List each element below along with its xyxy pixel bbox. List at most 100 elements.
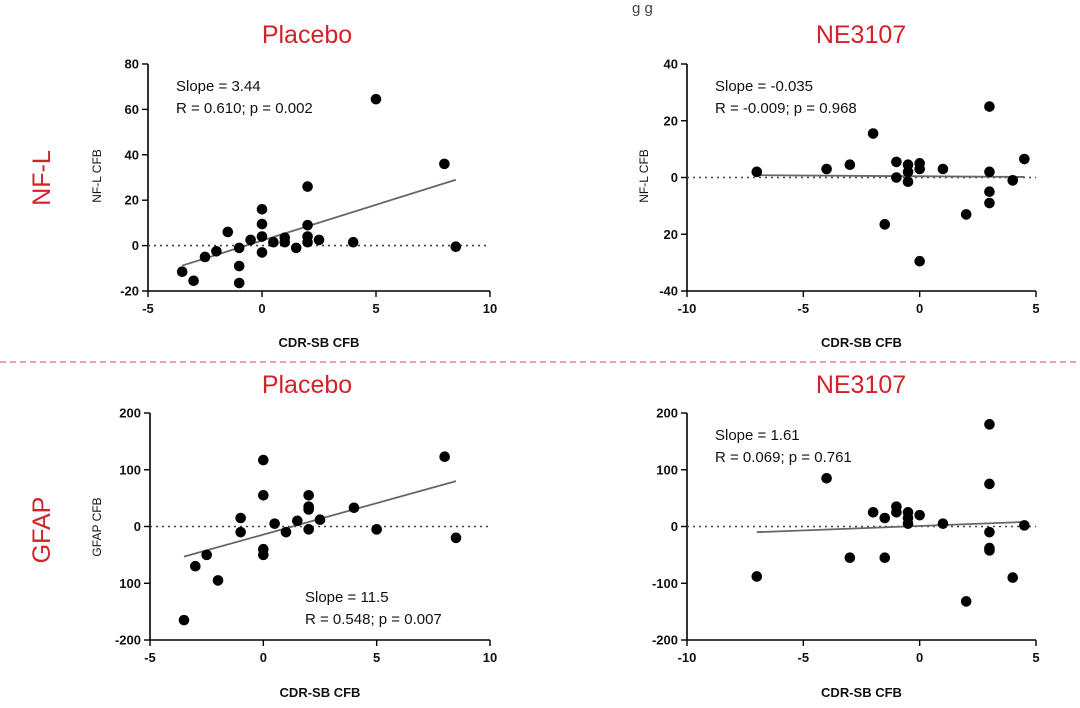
x-tick-label: -10 — [678, 301, 697, 316]
data-point — [450, 532, 462, 544]
y-tick-label: 0 — [671, 519, 678, 534]
x-tick-label: -10 — [678, 650, 697, 665]
data-point — [914, 255, 925, 267]
data-point — [937, 163, 949, 175]
data-point — [256, 218, 268, 230]
data-point — [891, 156, 902, 168]
y-tick-label: 60 — [125, 102, 139, 117]
data-point — [902, 176, 914, 188]
y-tick-label: 200 — [656, 406, 678, 421]
y-tick-label: 40 — [125, 147, 139, 162]
data-point — [879, 512, 891, 524]
x-axis-label: CDR-SB CFB — [280, 685, 361, 700]
y-tick-label: -200 — [115, 633, 141, 648]
data-point — [302, 236, 313, 248]
data-point — [280, 526, 292, 538]
x-tick-label: 0 — [916, 301, 923, 316]
data-point — [371, 524, 382, 535]
data-point — [902, 518, 914, 529]
y-tick-label: 100 — [119, 576, 141, 591]
chart-panel-ne3107-nfl: NE3107 -40 20 0 20 40 -10 -5 0 5 CDR-SB CFB NF-L CF… — [637, 21, 1040, 350]
data-point — [303, 504, 314, 515]
stats-line: R = -0.009; p = 0.968 — [715, 100, 857, 117]
y-tick-label: 20 — [664, 113, 678, 128]
chart-title: Placebo — [262, 371, 352, 399]
x-tick-label: 5 — [1032, 301, 1039, 316]
data-point — [313, 234, 325, 246]
y-tick-label: 20 — [125, 193, 139, 208]
data-point — [233, 242, 245, 254]
y-axis-label: GFAP CFB — [90, 497, 104, 556]
data-point — [821, 472, 832, 484]
data-point — [233, 260, 245, 272]
x-tick-label: -5 — [798, 301, 810, 316]
x-tick-label: 0 — [916, 650, 923, 665]
y-axis-label: NF-L CFB — [90, 149, 104, 203]
data-point — [439, 158, 450, 170]
data-point — [1019, 520, 1030, 531]
data-point — [439, 451, 450, 462]
data-point — [751, 571, 763, 582]
y-tick-label: -100 — [652, 576, 678, 591]
data-point — [1019, 153, 1030, 165]
data-point — [821, 163, 832, 175]
data-point — [984, 186, 995, 197]
data-point — [891, 507, 902, 518]
data-point — [984, 478, 995, 490]
data-point — [256, 231, 268, 242]
data-point — [235, 512, 246, 524]
x-axis-label: CDR-SB CFB — [279, 335, 360, 350]
chart-title: NE3107 — [816, 21, 906, 49]
x-tick-label: 10 — [483, 301, 497, 316]
y-tick-label: 40 — [664, 57, 678, 72]
y-tick-label: 20 — [664, 227, 678, 242]
regression-line — [756, 174, 1025, 178]
data-point — [867, 507, 879, 518]
data-point — [960, 209, 972, 220]
data-point — [292, 515, 303, 527]
regression-line — [756, 521, 1025, 534]
stats-line: R = 0.069; p = 0.761 — [715, 449, 852, 466]
data-point — [1007, 572, 1019, 583]
data-point — [279, 236, 291, 248]
data-point — [258, 549, 269, 561]
data-point — [302, 181, 313, 192]
y-tick-label: -40 — [659, 284, 678, 299]
data-point — [314, 514, 326, 525]
data-point — [914, 509, 925, 521]
x-tick-label: -5 — [142, 301, 154, 316]
data-point — [914, 163, 925, 175]
data-point — [258, 489, 269, 501]
x-tick-label: 0 — [258, 301, 265, 316]
x-axis-label: CDR-SB CFB — [821, 335, 902, 350]
data-point — [867, 128, 879, 139]
x-tick-label: 5 — [372, 301, 379, 316]
y-tick-label: 80 — [125, 57, 139, 72]
data-point — [984, 419, 995, 430]
data-point — [984, 101, 995, 112]
data-point — [233, 277, 245, 289]
regression-line — [181, 178, 457, 267]
data-point — [844, 159, 856, 171]
data-point — [290, 242, 302, 254]
data-point — [176, 266, 188, 278]
x-axis-label: CDR-SB CFB — [821, 685, 902, 700]
chart-panel-placebo-nfl: Placebo -20 0 20 40 60 80 -5 0 5 10 CDR-SB CFB NF-L … — [90, 21, 497, 350]
data-point — [178, 614, 190, 626]
x-tick-label: -5 — [144, 650, 156, 665]
data-point — [303, 524, 314, 535]
data-point — [222, 226, 234, 238]
y-tick-label: 0 — [134, 519, 141, 534]
chart-title: NE3107 — [816, 371, 906, 399]
data-point — [188, 275, 199, 287]
data-point — [303, 489, 314, 501]
stats-line: R = 0.610; p = 0.002 — [176, 100, 313, 117]
data-point — [347, 236, 359, 248]
data-point — [302, 219, 313, 231]
stats-line: R = 0.548; p = 0.007 — [305, 611, 442, 628]
stats-line: Slope = 11.5 — [305, 589, 389, 606]
row-label-gfap: GFAP — [28, 497, 56, 564]
data-point — [891, 172, 902, 183]
data-point — [751, 166, 763, 178]
x-tick-label: 10 — [483, 650, 497, 665]
